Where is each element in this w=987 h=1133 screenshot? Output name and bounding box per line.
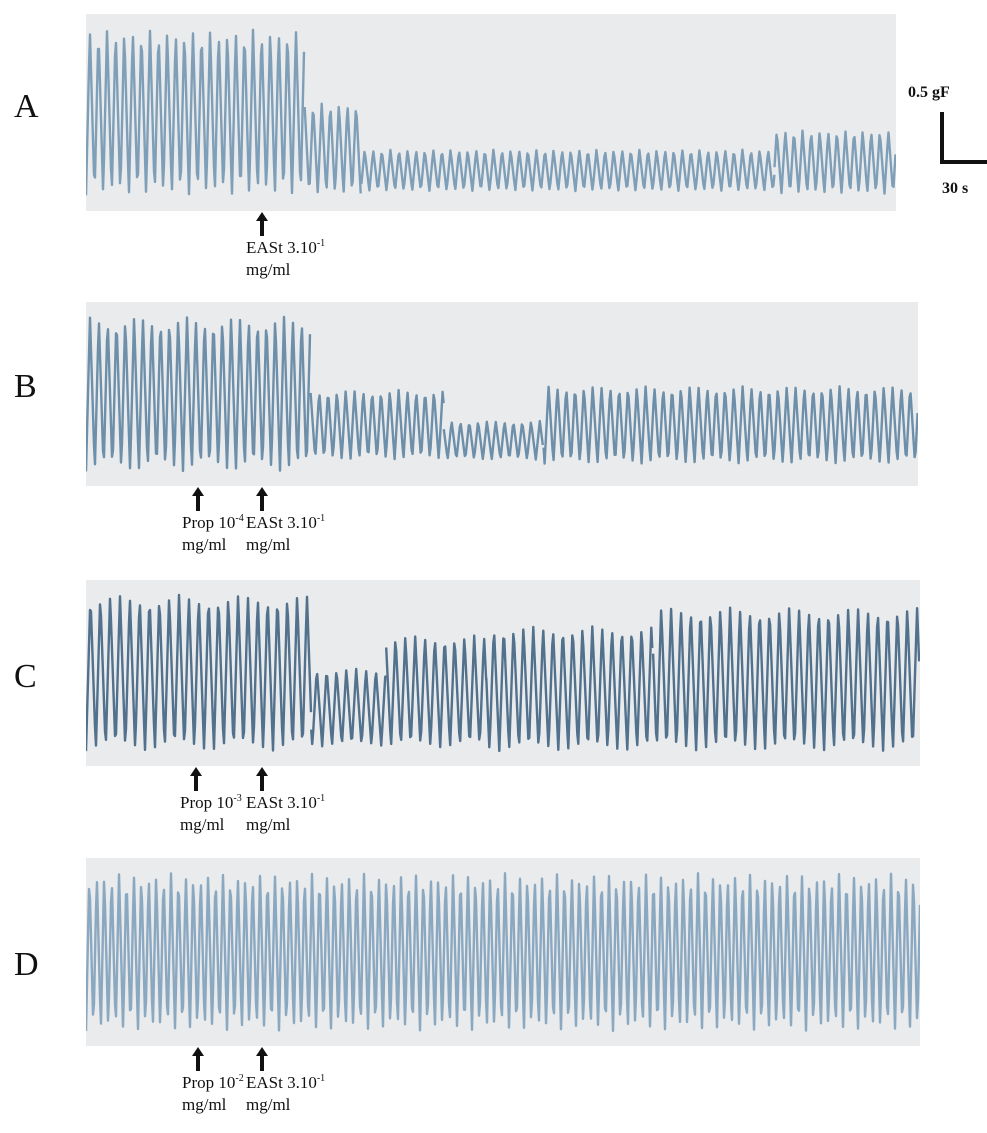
marker-a-east: EASt 3.10-1 mg/ml <box>246 211 364 281</box>
trace-strip-a <box>86 14 896 211</box>
marker-label: Prop 10 <box>180 793 234 812</box>
trace-svg <box>86 580 920 766</box>
trace-segment-3 <box>385 634 488 749</box>
marker-exponent: -3 <box>233 793 242 804</box>
marker-unit: mg/ml <box>182 1095 227 1114</box>
scale-time-label: 30 s <box>942 180 969 197</box>
marker-b-prop: Prop 10-4 mg/ml <box>182 486 300 556</box>
marker-unit: mg/ml <box>246 1095 291 1114</box>
marker-exponent: -1 <box>316 513 326 524</box>
marker-label: Prop 10 <box>182 513 236 532</box>
trace-strip-c <box>86 580 920 766</box>
marker-unit: mg/ml <box>246 815 291 834</box>
trace-segment-3 <box>360 148 776 193</box>
trace-svg <box>86 302 918 486</box>
up-arrow-icon <box>256 1047 268 1071</box>
trace-svg <box>86 14 896 211</box>
marker-unit: mg/ml <box>246 535 291 554</box>
marker-unit: mg/ml <box>180 815 225 834</box>
trace-svg <box>86 858 920 1046</box>
marker-exponent: -1 <box>316 238 326 249</box>
marker-label: EASt 3.10 <box>246 238 317 257</box>
up-arrow-icon <box>192 487 204 511</box>
marker-exponent: -4 <box>235 513 244 524</box>
up-arrow-icon <box>190 767 202 791</box>
marker-unit: mg/ml <box>182 535 227 554</box>
panel-label-b: B <box>14 368 37 405</box>
up-arrow-icon <box>192 1047 204 1071</box>
trace-segment-3 <box>442 419 544 461</box>
up-arrow-icon <box>256 487 268 511</box>
trace-segment-1 <box>86 872 920 1033</box>
trace-segment-4 <box>485 625 654 753</box>
trace-segment-2 <box>309 388 445 461</box>
trace-segment-5 <box>651 606 920 752</box>
scale-time-bar <box>940 160 987 164</box>
panel-label-a: A <box>14 88 39 125</box>
trace-segment-2 <box>310 667 388 748</box>
marker-label: EASt 3.10 <box>246 793 317 812</box>
trace-segment-2 <box>303 102 362 194</box>
scale-force-bar <box>940 112 944 164</box>
marker-exponent: -1 <box>316 793 326 804</box>
marker-label: EASt 3.10 <box>246 513 317 532</box>
panel-label-d: D <box>14 946 39 983</box>
panel-label-c: C <box>14 658 37 695</box>
trace-segment-1 <box>86 28 306 196</box>
trace-segment-4 <box>773 129 896 195</box>
marker-b-east: EASt 3.10-1 mg/ml <box>246 486 364 556</box>
marker-exponent: -1 <box>316 1073 326 1084</box>
scale-bar: 0.5 gF 30 s <box>902 84 987 206</box>
up-arrow-icon <box>256 212 268 236</box>
trace-segment-1 <box>86 593 313 752</box>
marker-c-prop: Prop 10-3 mg/ml <box>180 766 298 836</box>
marker-d-prop: Prop 10-2 mg/ml <box>182 1046 300 1116</box>
up-arrow-icon <box>256 767 268 791</box>
trace-strip-b <box>86 302 918 486</box>
scale-force-label: 0.5 gF <box>908 84 950 101</box>
marker-c-east: EASt 3.10-1 mg/ml <box>246 766 364 836</box>
trace-strip-d <box>86 858 920 1046</box>
trace-segment-4 <box>542 385 918 465</box>
marker-label: EASt 3.10 <box>246 1073 317 1092</box>
trace-segment-1 <box>86 315 312 473</box>
marker-exponent: -2 <box>235 1073 244 1084</box>
marker-unit: mg/ml <box>246 260 291 279</box>
marker-label: Prop 10 <box>182 1073 236 1092</box>
marker-d-east: EASt 3.10-1 mg/ml <box>246 1046 364 1116</box>
